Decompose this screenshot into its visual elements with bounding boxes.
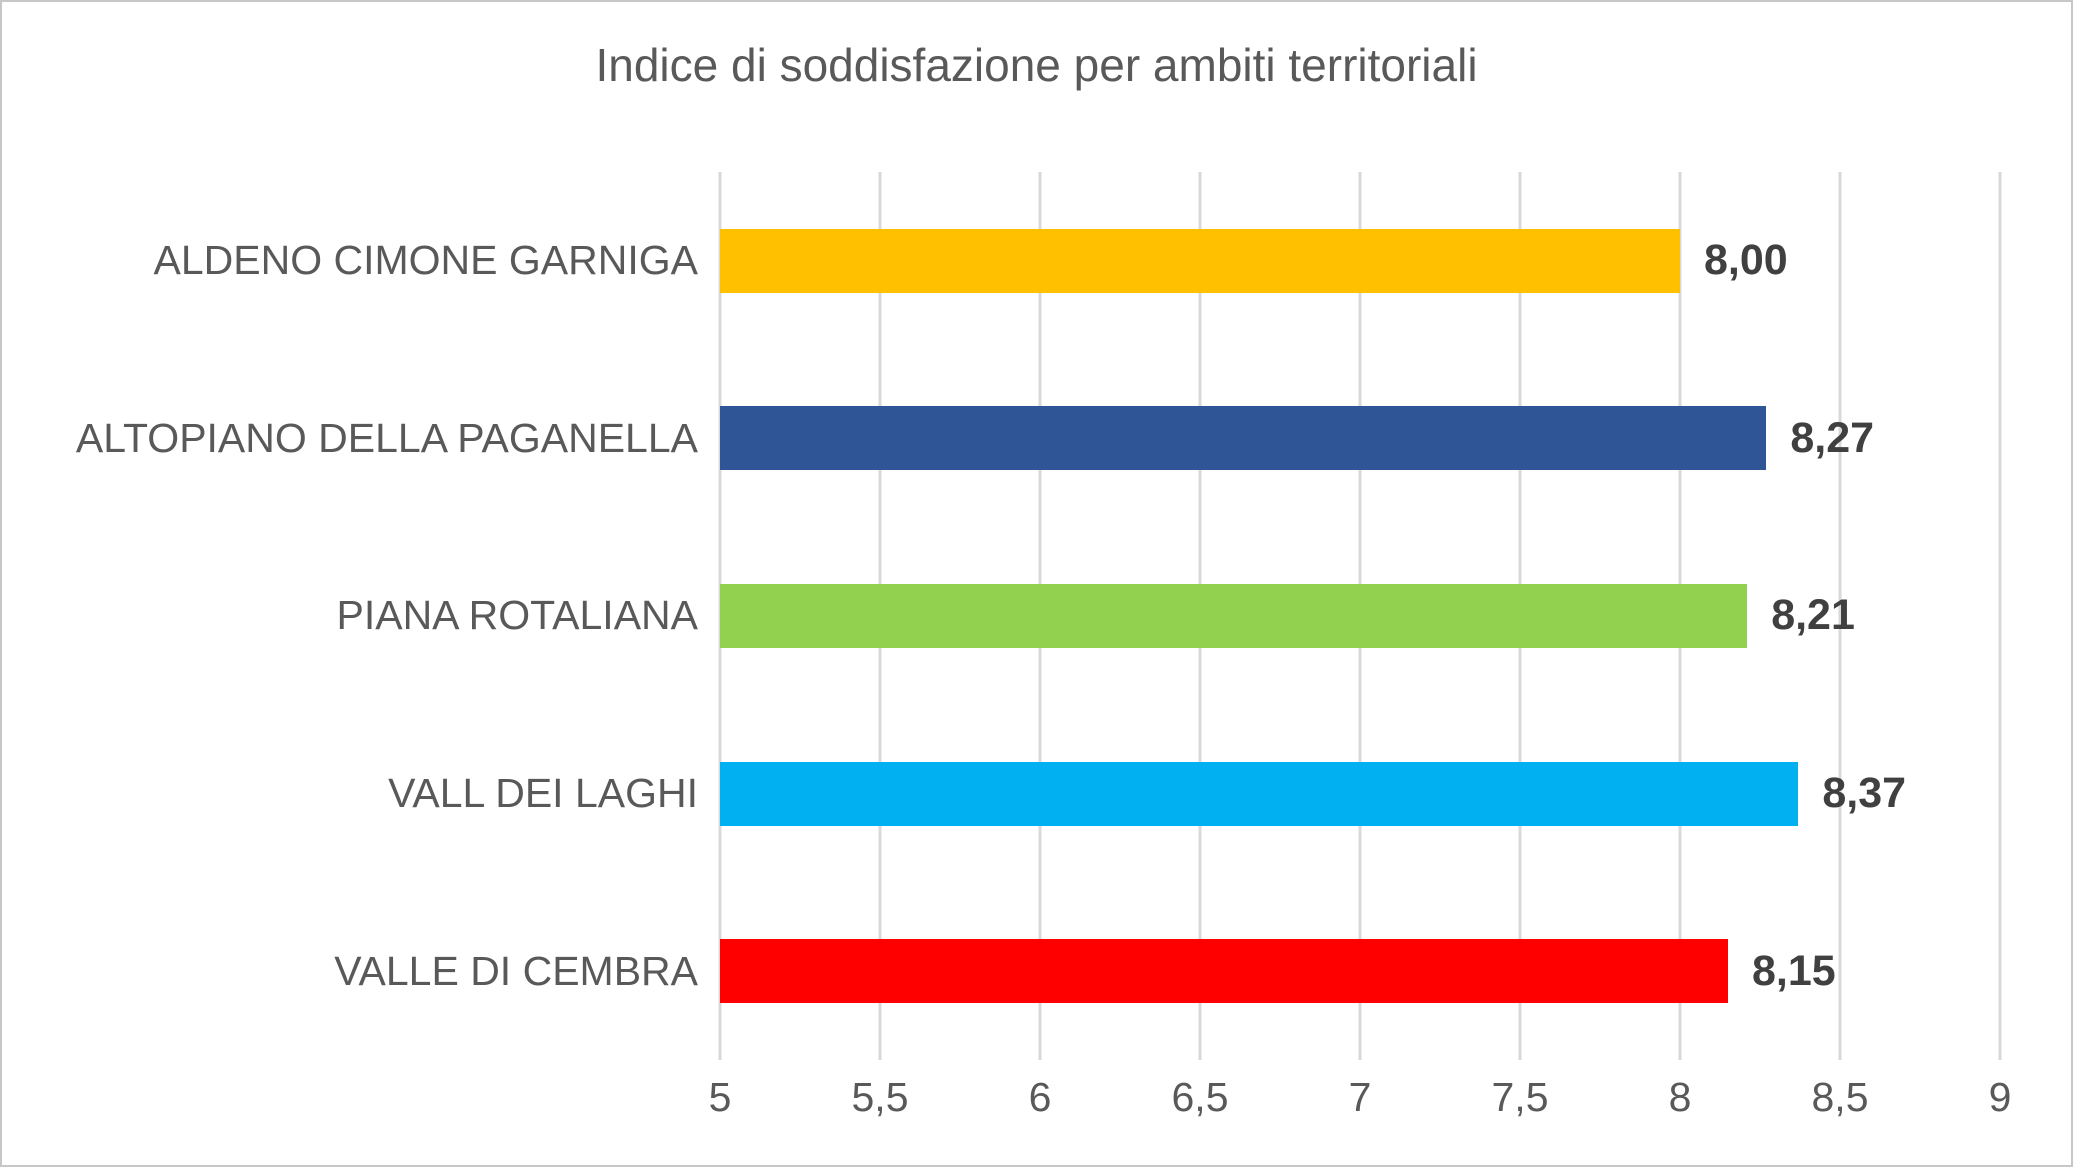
category-label: ALDENO CIMONE GARNIGA bbox=[153, 237, 698, 284]
bar bbox=[720, 228, 1680, 293]
gridline bbox=[1998, 172, 2002, 1060]
bar-row: VALL DEI LAGHI 8,37 bbox=[2, 705, 2071, 883]
x-tick-label: 7,5 bbox=[1491, 1074, 1549, 1120]
x-tick-label: 9 bbox=[1988, 1074, 2012, 1120]
bar-track: 8,21 bbox=[720, 527, 2000, 705]
x-axis: 5 5,5 6 6,5 7 7,5 8 8,5 9 bbox=[709, 1074, 2012, 1134]
chart-title: Indice di soddisfazione per ambiti terri… bbox=[595, 39, 1478, 91]
bar-row: VALLE DI CEMBRA 8,15 bbox=[2, 882, 2071, 1060]
bar-row: PIANA ROTALIANA 8,21 bbox=[2, 527, 2071, 705]
category-label: VALLE DI CEMBRA bbox=[334, 947, 698, 994]
gridline bbox=[1838, 172, 1842, 1060]
category-label: PIANA ROTALIANA bbox=[336, 592, 698, 639]
x-tick-label: 5,5 bbox=[851, 1074, 909, 1120]
bar-row: ALDENO CIMONE GARNIGA 8,00 bbox=[2, 172, 2071, 350]
x-tick-label: 7 bbox=[1348, 1074, 1372, 1120]
bar bbox=[720, 406, 1767, 471]
bar bbox=[720, 939, 1728, 1004]
x-tick-label: 8 bbox=[1668, 1074, 1692, 1120]
x-tick-label: 6,5 bbox=[1171, 1074, 1229, 1120]
bar-track: 8,00 bbox=[720, 172, 2000, 350]
bar-track: 8,15 bbox=[720, 882, 2000, 1060]
bar-track: 8,37 bbox=[720, 705, 2000, 883]
value-label: 8,00 bbox=[1704, 236, 1788, 285]
bar-track: 8,27 bbox=[720, 350, 2000, 528]
value-label: 8,21 bbox=[1771, 591, 1855, 640]
category-label: ALTOPIANO DELLA PAGANELLA bbox=[75, 414, 698, 461]
bar-row: ALTOPIANO DELLA PAGANELLA 8,27 bbox=[2, 350, 2071, 528]
bar bbox=[720, 583, 1748, 648]
x-tick-label: 8,5 bbox=[1811, 1074, 1869, 1120]
value-label: 8,37 bbox=[1822, 769, 1907, 818]
value-label: 8,15 bbox=[1752, 946, 1836, 995]
x-tick-label: 5 bbox=[708, 1074, 732, 1120]
bar bbox=[720, 761, 1799, 826]
bar-rows: ALDENO CIMONE GARNIGA 8,00 ALTOPIANO DELLA… bbox=[2, 172, 2071, 1060]
plot-area: ALDENO CIMONE GARNIGA 8,00 ALTOPIANO DELLA… bbox=[2, 172, 2071, 1060]
x-tick-label: 6 bbox=[1028, 1074, 1052, 1120]
value-label: 8,27 bbox=[1790, 413, 1875, 462]
category-label: VALL DEI LAGHI bbox=[388, 770, 698, 817]
